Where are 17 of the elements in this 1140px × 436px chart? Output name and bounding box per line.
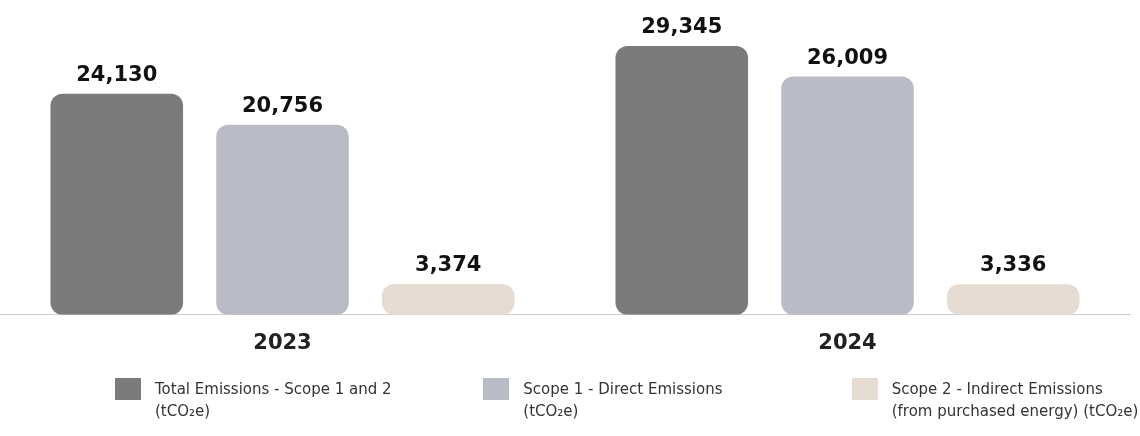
data-label: 24,130: [76, 61, 158, 86]
x-tick-label: 2024: [818, 329, 877, 354]
bar: [50, 93, 184, 315]
bar: [946, 284, 1080, 315]
legend-label: Scope 1 - Direct Emissions (tCO₂e): [523, 379, 724, 422]
bar: [216, 124, 349, 315]
data-label: 3,336: [980, 252, 1047, 277]
bar: [615, 46, 749, 315]
data-label: 29,345: [641, 13, 723, 38]
data-label: 3,374: [415, 251, 482, 276]
legend-label: Scope 2 - Indirect Emissions (from purchased energy) (tCO₂e): [891, 379, 1140, 422]
data-label: 26,009: [806, 44, 889, 69]
bar: [781, 76, 914, 315]
bar: [381, 283, 515, 315]
data-label: 20,756: [241, 92, 324, 117]
legend-label: Total Emissions - Scope 1 and 2 (tCO₂e): [155, 379, 393, 422]
x-tick-label: 2023: [253, 329, 312, 354]
